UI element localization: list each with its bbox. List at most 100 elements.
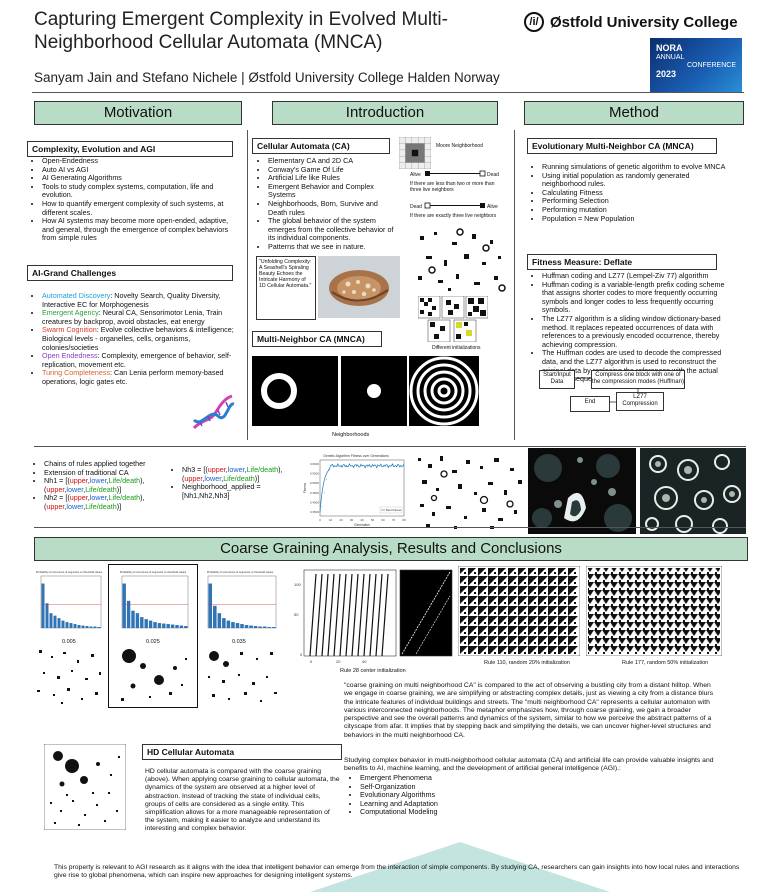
bar	[213, 605, 217, 628]
evolutionary-mnca-box: Evolutionary Multi-Neighbor CA (MNCA)	[527, 138, 717, 154]
bar	[226, 620, 231, 628]
flow-arrows	[574, 377, 639, 403]
fitness-data-point	[319, 511, 321, 513]
benefits-list: Emergent PhenomenaSelf-OrganizationEvolu…	[348, 773, 548, 817]
bar	[166, 624, 170, 628]
fitness-data-point	[382, 466, 384, 467]
birth-rule-arrow	[424, 202, 485, 209]
y-tick-label: 0.6000	[310, 462, 320, 466]
flow-start: Start/Input Data	[539, 370, 575, 389]
fitness-data-point	[330, 465, 331, 467]
bar	[77, 625, 81, 628]
x-tick-label: 80	[402, 518, 406, 522]
legend-box	[379, 506, 403, 514]
bar	[45, 603, 49, 628]
legend-label: Best Fitness	[386, 508, 402, 512]
moore-neighborhood-grid	[399, 137, 431, 169]
band-divider-bottom	[34, 527, 746, 528]
fitness-measure-box: Fitness Measure: Deflate	[527, 254, 717, 270]
alive-label-2: Alive	[487, 204, 498, 210]
university-logo: /i/ Østfold University College	[524, 12, 738, 32]
x-tick-label: 40	[360, 518, 364, 522]
decorative-triangle	[310, 842, 610, 892]
bar	[135, 613, 140, 628]
bar	[249, 625, 253, 628]
coarse-grained-image-2	[113, 646, 195, 706]
logo-mark-icon: /i/	[524, 12, 544, 32]
highlight-frame	[108, 564, 198, 708]
probability-bar-chart-1: Probability of occurrence of segments vs…	[33, 568, 105, 638]
svg-text:100: 100	[294, 582, 301, 587]
fitness-data-point	[351, 465, 352, 467]
section-motivation: Motivation	[34, 101, 242, 125]
column-divider	[514, 130, 515, 440]
fitness-data-point	[403, 466, 405, 468]
fitness-data-point	[328, 469, 329, 471]
rule110-caption: Rule 110, random 20% initialization	[484, 660, 570, 666]
fitness-data-point	[372, 464, 373, 466]
evolved-pattern-3	[640, 448, 746, 534]
probability-bar-chart-3: Probability of occurrence of segments vs…	[200, 568, 280, 638]
fitness-list: Huffman coding and LZ77 (Lempel-Ziv 77) …	[530, 271, 730, 384]
rule28-line-plot: 100 50 0 0 20 40	[294, 569, 397, 664]
fitness-data-point	[356, 464, 358, 466]
column-divider	[247, 130, 248, 440]
svg-text:0: 0	[310, 659, 313, 664]
complexity-box: Complexity, Evolution and AGI	[27, 141, 233, 157]
bar	[97, 627, 101, 628]
x-tick-label: 60	[381, 518, 385, 522]
hd-ca-text: HD cellular automata is compared with th…	[145, 768, 340, 833]
rules-list-2: Nh3 = [(upper,lower,Life/death), (upper,…	[170, 465, 310, 500]
bar	[93, 626, 97, 628]
bar	[61, 620, 65, 628]
rule110-plot	[458, 566, 580, 656]
coarse-graining-paragraph: "coarse graining on multi neighborhood C…	[344, 682, 714, 739]
bar	[222, 618, 226, 628]
chart-title: Genetic Algorithm Fitness over Generatio…	[323, 454, 389, 458]
nora-conference-badge: NORA ANNUAL CONFERENCE 2023	[650, 38, 742, 92]
section-introduction: Introduction	[272, 101, 498, 125]
chart-title: Probability of occurrence of segments vs…	[120, 570, 187, 574]
y-tick-label: 0.5000	[310, 481, 320, 485]
x-tick-label: 50	[371, 518, 375, 522]
bar	[57, 618, 61, 628]
initialization-grids	[418, 296, 488, 342]
bar	[175, 625, 179, 628]
fitness-data-point	[387, 466, 389, 468]
bar	[69, 623, 73, 628]
x-tick-label: 10	[329, 518, 333, 522]
fitness-data-point	[336, 465, 338, 467]
bar	[131, 610, 135, 628]
evolved-pattern-1	[414, 452, 526, 532]
bar	[217, 613, 222, 628]
band-divider-top	[34, 446, 746, 447]
bar	[81, 625, 85, 628]
threshold-label-2: 0.025	[146, 639, 160, 645]
svg-text:0: 0	[300, 652, 303, 657]
bar	[240, 624, 244, 628]
plot-area	[319, 459, 405, 517]
fitness-data-point	[377, 464, 379, 466]
dna-helix-icon	[192, 394, 235, 430]
rule177-plot	[586, 566, 722, 656]
evolved-pattern-2	[528, 448, 636, 534]
neighborhoods-label: Neighborhoods	[332, 432, 370, 438]
bar	[153, 622, 157, 628]
cellular-automata-box: Cellular Automata (CA)	[252, 138, 390, 154]
section-coarse-graining: Coarse Graining Analysis, Results and Co…	[34, 537, 748, 561]
x-axis-label: Generation	[354, 523, 370, 527]
bar	[85, 626, 89, 628]
neighborhood-dot	[341, 356, 407, 426]
svg-text:20: 20	[336, 659, 341, 664]
birth-rule-text: If there are exactly three live neighbor…	[410, 213, 497, 219]
ca-list: Elementary CA and 2D CAConway's Game Of …	[256, 156, 398, 252]
chart-title: Probability of occurrence of segments vs…	[207, 570, 274, 574]
rule177-caption: Rule 177, random 50% initialization	[622, 660, 709, 666]
different-initializations-label: Different initializations	[432, 345, 481, 351]
bar	[208, 583, 213, 628]
neighborhood-concentric	[409, 356, 479, 426]
neighborhood-ring-1	[252, 356, 338, 426]
flow-lz77: LZ77 Compression	[616, 392, 664, 411]
rule28-diagonal-plot	[399, 569, 453, 657]
bar	[253, 626, 258, 628]
